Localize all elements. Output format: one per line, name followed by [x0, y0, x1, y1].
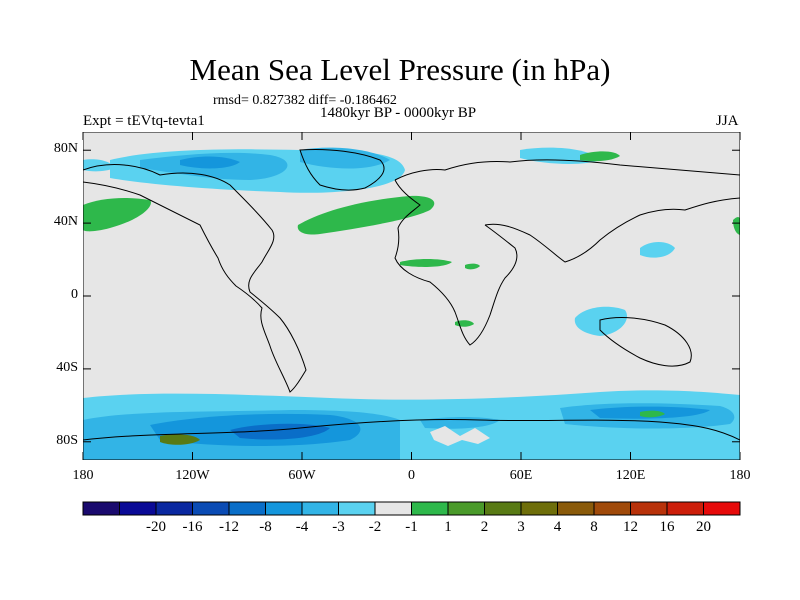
- negative-patches: [574, 242, 675, 336]
- colorbar-label: 20: [696, 519, 711, 535]
- coastlines: [83, 149, 740, 441]
- colorbar-swatch: [119, 501, 157, 516]
- colorbar-label: 3: [517, 519, 525, 535]
- colorbar-label: -16: [182, 519, 203, 535]
- colorbar-swatch: [630, 501, 668, 516]
- colorbar-swatch: [192, 501, 230, 516]
- lon-label: 180: [729, 468, 751, 483]
- colorbar-label: -4: [295, 519, 309, 535]
- lat-label: 40N: [53, 214, 78, 230]
- lon-label: 120W: [175, 468, 210, 483]
- arctic-anomaly: [83, 147, 600, 193]
- colorbar-label: 8: [590, 519, 598, 535]
- colorbar-swatch: [155, 501, 193, 516]
- colorbar-label: -1: [405, 519, 418, 535]
- colorbar: [82, 501, 741, 516]
- colorbar-label: -2: [368, 519, 382, 535]
- lat-label: 80N: [53, 141, 78, 157]
- lat-label: 80S: [56, 432, 78, 448]
- colorbar-swatch: [374, 501, 412, 516]
- colorbar-swatch: [228, 501, 266, 516]
- colorbar-label: 1: [444, 519, 452, 535]
- colorbar-label: -20: [146, 519, 166, 535]
- colorbar-swatch: [666, 501, 704, 516]
- colorbar-swatch: [484, 501, 522, 516]
- colorbar-label: -3: [332, 519, 345, 535]
- colorbar-swatch: [557, 501, 595, 516]
- lon-label: 60E: [509, 468, 533, 483]
- colorbar-label: 4: [553, 519, 562, 535]
- colorbar-label: 16: [659, 519, 675, 535]
- map-panel: [83, 132, 740, 460]
- colorbar-label: 12: [623, 519, 638, 535]
- colorbar-swatch: [520, 501, 558, 516]
- antarctic-anomaly: [83, 390, 740, 460]
- colorbar-swatch: [703, 501, 741, 516]
- positive-anomalies: [83, 151, 740, 327]
- colorbar-label: -8: [259, 519, 272, 535]
- lon-label: 0: [408, 468, 415, 483]
- lon-label: 120E: [615, 468, 646, 483]
- colorbar-swatch: [301, 501, 339, 516]
- colorbar-label: -12: [219, 519, 239, 535]
- colorbar-swatch: [593, 501, 631, 516]
- colorbar-swatch: [265, 501, 303, 516]
- colorbar-swatch: [447, 501, 485, 516]
- lat-label: 40S: [56, 359, 78, 375]
- axis-ticks: [82, 132, 741, 460]
- season-label: JJA: [716, 113, 739, 129]
- colorbar-label: 2: [480, 519, 489, 535]
- lat-label: 0: [71, 287, 78, 302]
- lon-label: 180: [72, 468, 94, 483]
- lon-label: 60W: [288, 468, 316, 483]
- period-label: 1480kyr BP - 0000kyr BP: [320, 105, 477, 121]
- colorbar-swatch: [82, 501, 120, 516]
- colorbar-swatch: [338, 501, 376, 516]
- experiment-label: Expt = tEVtq-tevta1: [83, 113, 205, 129]
- chart-title: Mean Sea Level Pressure (in hPa): [189, 52, 611, 87]
- colorbar-swatch: [411, 501, 449, 516]
- rmsd-diff-stats: rmsd= 0.827382 diff= -0.186462: [213, 93, 397, 108]
